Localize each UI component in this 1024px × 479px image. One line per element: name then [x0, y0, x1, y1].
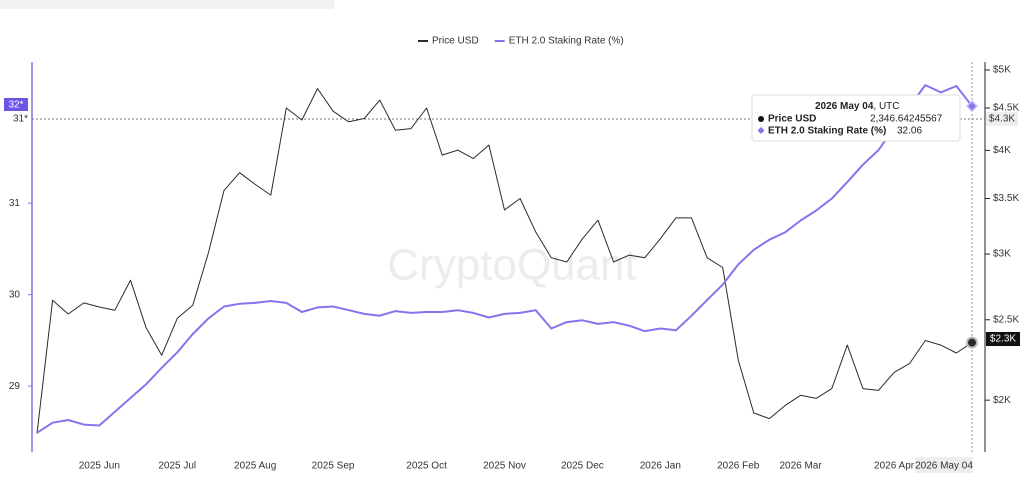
crosshair-right-label: $4.3K — [989, 114, 1015, 125]
y-tick-label: 29 — [9, 381, 21, 392]
x-tick-label: 2026 May 04 — [915, 461, 973, 472]
series-line — [36, 84, 973, 434]
x-tick-label: 2026 Feb — [717, 461, 760, 472]
hover-left-box — [4, 98, 28, 111]
y2-tick-label: $2K — [993, 395, 1011, 406]
y2-tick-label: $3K — [993, 249, 1011, 260]
y2-tick-label: $4.5K — [993, 103, 1019, 114]
y2-tick-label: $4K — [993, 145, 1011, 156]
x-crosshair-box — [915, 457, 973, 473]
x-tick-label: 2025 Dec — [561, 461, 604, 472]
x-tick-label: 2026 Jan — [640, 461, 681, 472]
x-tick-label: 2025 Jun — [79, 461, 120, 472]
y-tick-label: 30 — [9, 289, 21, 300]
x-tick-label: 2026 Apr — [874, 461, 915, 472]
tooltip-date: 2026 May 04, UTC — [815, 101, 900, 112]
tooltip-zone: , UTC — [873, 101, 899, 112]
legend-label: ETH 2.0 Staking Rate (%) — [509, 36, 624, 47]
end-marker — [965, 100, 979, 113]
watermark: CryptoQuant — [387, 241, 636, 290]
crosshair-right-box — [986, 112, 1018, 126]
tooltip-name: ETH 2.0 Staking Rate (%) — [768, 126, 886, 137]
y2-tick-label: $3.5K — [993, 193, 1019, 204]
series-line — [36, 88, 973, 434]
x-tick-label: 2025 Sep — [312, 461, 355, 472]
y2-tick-label: $5K — [993, 65, 1011, 76]
hover-right-box — [986, 332, 1020, 346]
y-tick-label: 31 — [9, 198, 21, 209]
search-bar[interactable] — [0, 0, 335, 9]
tooltip-date-day: 2026 May 04 — [815, 101, 874, 112]
x-tick-label: 2025 Aug — [234, 461, 276, 472]
hover-left-label: 32* — [8, 100, 23, 111]
legend-label: Price USD — [432, 36, 479, 47]
tooltip-value: 32.06 — [897, 126, 922, 137]
end-marker — [966, 336, 978, 349]
tooltip-name: Price USD — [768, 114, 816, 125]
x-tick-label: 2025 Oct — [406, 461, 447, 472]
tooltip-value: 2,346.64245567 — [870, 114, 943, 125]
x-tick-label: 2025 Jul — [158, 461, 196, 472]
y2-tick-label: $2.5K — [993, 314, 1019, 325]
x-tick-label: 2026 Mar — [779, 461, 822, 472]
x-tick-label: 2025 Nov — [483, 461, 526, 472]
hover-right-label: $2.3K — [990, 334, 1016, 345]
crosshair-left-label: 31* — [13, 114, 28, 125]
tooltip: 2026 May 04, UTC Price USD 2,346.6424556… — [751, 94, 961, 142]
